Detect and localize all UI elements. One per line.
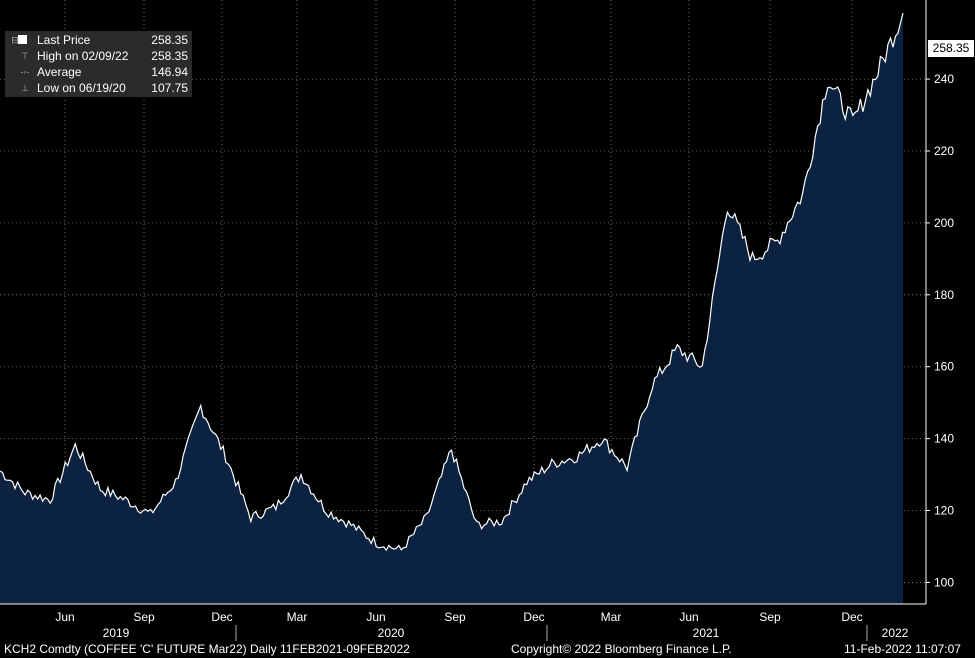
footer-security: KCH2 Comdty (COFFEE 'C' FUTURE Mar22) Da… bbox=[4, 642, 410, 656]
y-tick-label: 240 bbox=[934, 72, 954, 86]
x-month-label: Mar bbox=[287, 610, 308, 624]
legend-last-price-label: Last Price bbox=[37, 33, 91, 47]
y-tick-label: 220 bbox=[934, 144, 954, 158]
y-tick-label: 100 bbox=[934, 575, 954, 589]
expand-icon[interactable]: ⊟ bbox=[11, 35, 19, 45]
legend-high-label: High on 02/09/22 bbox=[37, 49, 129, 63]
chart-legend: ⊟ Last Price 258.35 ⊤ High on 02/09/22 2… bbox=[5, 31, 192, 97]
y-tick-label: 140 bbox=[934, 432, 954, 446]
y-tick-label: 120 bbox=[934, 504, 954, 518]
average-marker-icon: -◦- bbox=[20, 67, 30, 77]
x-month-label: Sep bbox=[444, 610, 466, 624]
legend-high-value: 258.35 bbox=[151, 49, 188, 63]
last-price-swatch bbox=[18, 35, 27, 44]
legend-low-value: 107.75 bbox=[151, 81, 188, 95]
legend-average-label: Average bbox=[37, 65, 82, 79]
legend-last-price-value: 258.35 bbox=[151, 33, 188, 47]
high-marker-icon: ⊤ bbox=[21, 51, 29, 61]
x-month-label: Jun bbox=[679, 610, 698, 624]
chart-axes: 100 120 140 160 180 200 220 240 Jun Sep Dec Mar Jun S… bbox=[0, 0, 954, 641]
x-month-label: Sep bbox=[759, 610, 781, 624]
x-year-label: 2021 bbox=[693, 626, 720, 640]
footer-timestamp: 11-Feb-2022 11:07:07 bbox=[844, 642, 961, 656]
legend-last-price: ⊟ Last Price 258.35 bbox=[5, 32, 192, 48]
x-month-label: Jun bbox=[366, 610, 385, 624]
y-tick-label: 180 bbox=[934, 288, 954, 302]
legend-average-value: 146.94 bbox=[151, 65, 188, 79]
legend-high: ⊤ High on 02/09/22 258.35 bbox=[5, 48, 192, 64]
footer-copyright: Copyright© 2022 Bloomberg Finance L.P. bbox=[511, 642, 732, 656]
x-month-label: Dec bbox=[841, 610, 862, 624]
chart-gridlines bbox=[0, 0, 926, 604]
y-tick-label: 160 bbox=[934, 360, 954, 374]
x-month-label: Sep bbox=[133, 610, 155, 624]
legend-low: ⊥ Low on 06/19/20 107.75 bbox=[5, 80, 192, 96]
x-year-label: 2020 bbox=[378, 626, 405, 640]
x-month-label: Jun bbox=[55, 610, 74, 624]
x-year-label: 2019 bbox=[103, 626, 130, 640]
legend-low-label: Low on 06/19/20 bbox=[37, 81, 126, 95]
x-month-label: Mar bbox=[601, 610, 622, 624]
low-marker-icon: ⊥ bbox=[21, 83, 29, 93]
x-month-label: Dec bbox=[211, 610, 232, 624]
legend-average: -◦- Average 146.94 bbox=[5, 64, 192, 80]
x-year-label: 2022 bbox=[882, 626, 909, 640]
last-price-tag: 258.35 bbox=[928, 40, 974, 57]
price-line bbox=[0, 12, 904, 552]
y-tick-label: 200 bbox=[934, 216, 954, 230]
x-month-label: Dec bbox=[523, 610, 544, 624]
price-area bbox=[0, 13, 903, 605]
